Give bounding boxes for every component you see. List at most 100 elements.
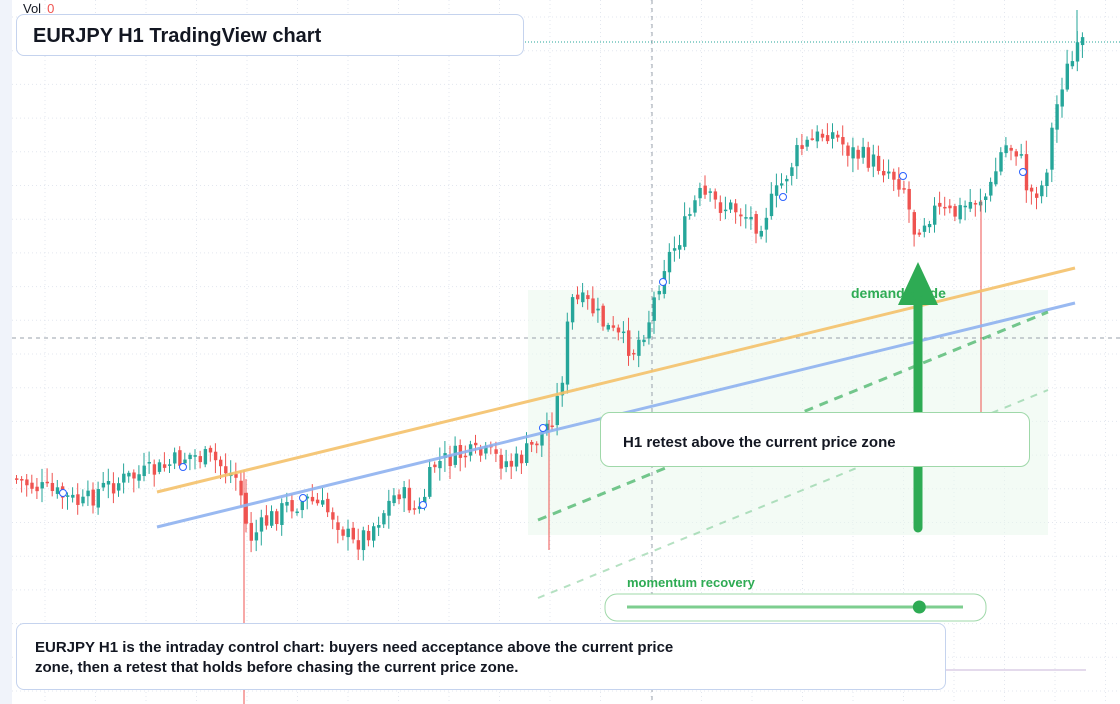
candle-body: [198, 456, 202, 463]
candle-body: [581, 292, 585, 303]
candle-body: [20, 479, 24, 481]
candle-body: [290, 500, 294, 512]
candle-body: [484, 445, 488, 454]
candle-body: [621, 331, 626, 334]
candle-body: [1055, 104, 1059, 130]
candle-body: [188, 454, 192, 460]
candle-body: [632, 352, 636, 355]
candle-body: [882, 170, 886, 176]
candle-body: [438, 460, 442, 469]
candle-body: [734, 203, 738, 213]
candle-body: [310, 496, 315, 502]
candle-body: [851, 147, 855, 159]
candle-body: [346, 528, 350, 538]
candle-body: [616, 327, 621, 333]
candle-body: [504, 461, 508, 468]
candle-body: [387, 500, 391, 516]
price-marker: [779, 193, 787, 201]
candle-body: [219, 459, 223, 467]
candle-body: [499, 454, 503, 469]
candle-body: [15, 478, 19, 480]
candle-body: [463, 455, 468, 458]
candle-body: [800, 145, 804, 149]
candle-body: [137, 474, 141, 481]
candle-body: [35, 486, 39, 492]
candle-body: [407, 487, 412, 511]
candle-body: [213, 451, 218, 461]
candle-body: [759, 230, 763, 237]
candle-body: [550, 425, 554, 428]
candle-body: [703, 185, 707, 195]
candle-body: [412, 508, 417, 510]
candle-body: [1035, 193, 1039, 198]
candle-body: [652, 297, 656, 321]
candle-body: [1065, 63, 1069, 90]
candle-body: [790, 167, 794, 176]
candle-body: [295, 511, 299, 514]
candle-body: [244, 492, 248, 524]
candle-body: [96, 489, 100, 508]
candle-body: [1019, 154, 1024, 156]
candle-body: [122, 473, 126, 483]
candle-body: [315, 499, 320, 504]
candle-body: [239, 480, 243, 496]
momentum-handle[interactable]: [912, 600, 926, 614]
candle-body: [1029, 187, 1034, 192]
candle-body: [366, 530, 371, 541]
candle-body: [989, 181, 993, 196]
price-marker: [659, 278, 667, 286]
candle-body: [708, 191, 712, 193]
candle-body: [902, 188, 906, 190]
candle-body: [147, 462, 151, 464]
candle-body: [142, 465, 146, 477]
demand-guide-label: demand guide: [851, 285, 946, 301]
candle-body: [570, 297, 575, 323]
candle-body: [183, 459, 187, 464]
candle-body: [494, 449, 498, 454]
candle-body: [254, 532, 259, 541]
candle-body: [377, 525, 381, 528]
candle-body: [509, 460, 514, 467]
candle-body: [810, 138, 814, 140]
candle-body: [698, 187, 702, 199]
candle-body: [820, 133, 825, 138]
candle-body: [234, 474, 238, 478]
candle-body: [545, 423, 549, 433]
candle-body: [249, 523, 253, 541]
candle-body: [193, 455, 197, 457]
candle-body: [178, 450, 182, 466]
candle-body: [530, 441, 534, 445]
candle-body: [856, 149, 860, 159]
candle-body: [1060, 89, 1064, 107]
candle-body: [642, 339, 646, 343]
candle-body: [984, 196, 988, 200]
candle-body: [892, 171, 896, 180]
candle-body: [953, 206, 957, 217]
candle-body: [326, 498, 330, 513]
candle-body: [331, 512, 335, 520]
candle-body: [744, 217, 748, 219]
candle-body: [1080, 37, 1085, 46]
candle-body: [127, 472, 131, 477]
candle-body: [596, 308, 600, 311]
price-marker: [1019, 168, 1027, 176]
candle-body: [474, 442, 478, 446]
price-marker: [59, 489, 67, 497]
candle-body: [285, 501, 289, 506]
candle-body: [535, 443, 539, 446]
candle-body: [117, 483, 121, 491]
candle-body: [300, 501, 304, 511]
candle-body: [861, 146, 865, 158]
candle-body: [1070, 61, 1075, 67]
candle-body: [91, 489, 95, 506]
candle-body: [769, 193, 774, 217]
candle-body: [683, 216, 687, 247]
candle-body: [973, 203, 978, 205]
candle-body: [76, 494, 80, 505]
price-marker: [419, 501, 427, 509]
candle-body: [958, 205, 962, 220]
candle-body: [657, 291, 661, 295]
candle-body: [637, 339, 641, 356]
candle-body: [780, 183, 784, 186]
